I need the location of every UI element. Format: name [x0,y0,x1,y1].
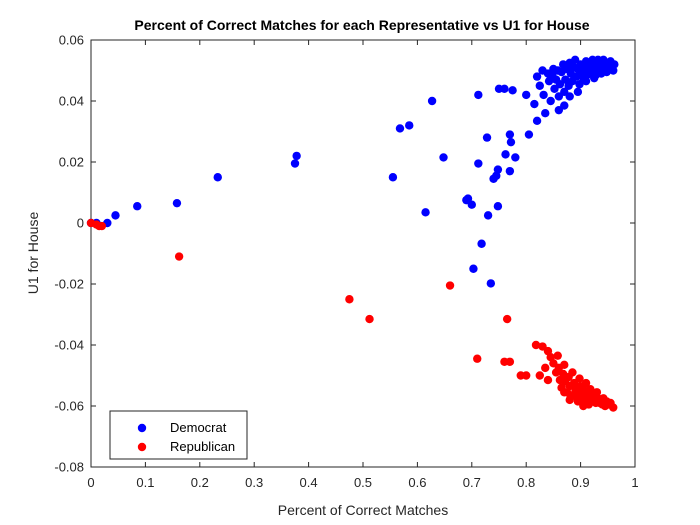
data-point-democrat [493,165,503,174]
y-axis-label: U1 for House [25,212,41,295]
data-point-democrat [501,150,510,159]
data-point-republican [565,395,574,405]
y-tick-label: -0.02 [54,277,84,292]
y-tick-label: -0.04 [54,338,84,353]
data-point-democrat [477,239,486,248]
data-point-democrat [581,76,591,86]
data-point-republican [575,374,584,383]
data-point-republican [97,221,107,231]
data-point-democrat [439,153,448,162]
legend: Democrat Republican [109,410,248,460]
chart-title: Percent of Correct Matches for each Repr… [134,17,589,33]
data-point-democrat [535,81,544,90]
x-tick-label: 0.7 [463,475,481,490]
data-point-republican [345,295,354,304]
data-point-republican [568,368,577,377]
data-point-democrat [493,202,503,211]
data-point-democrat [463,194,473,203]
data-point-republican [473,354,482,363]
data-point-democrat [467,200,476,209]
x-tick-label: 0.6 [408,475,426,490]
data-point-democrat [573,87,583,97]
data-point-democrat [532,72,542,81]
data-point-democrat [508,86,517,95]
data-point-democrat [532,116,542,126]
legend-marker-republican [137,442,147,452]
x-tick-label: 0.8 [517,475,535,490]
data-point-democrat [530,99,539,109]
data-point-republican [365,314,374,324]
x-tick-label: 0.5 [354,475,372,490]
data-point-democrat [500,84,509,94]
data-point-democrat [427,96,437,106]
data-point-democrat [474,90,483,100]
y-tick-label: 0.02 [59,155,84,170]
data-point-democrat [395,124,405,133]
legend-box [109,410,248,460]
data-point-republican [541,363,550,373]
data-point-democrat [565,92,574,101]
x-tick-label: 0.1 [136,475,154,490]
data-point-republican [522,371,531,380]
data-point-democrat [405,121,414,130]
data-point-democrat [421,208,430,217]
data-point-democrat [292,151,301,161]
data-point-republican [609,403,618,412]
legend-label-republican: Republican [170,439,235,454]
data-point-republican [531,340,541,350]
x-tick-label: 0.9 [572,475,590,490]
x-tick-label: 0.3 [245,475,263,490]
y-tick-label: 0 [77,216,84,231]
data-point-democrat [610,60,619,69]
data-point-democrat [505,166,515,176]
legend-label-democrat: Democrat [170,420,227,435]
y-tick-label: -0.06 [54,399,84,414]
data-point-democrat [522,90,531,100]
data-point-republican [584,400,593,409]
x-tick-label: 0.2 [191,475,209,490]
axis-ticks: 0 0.1 0.2 0.3 0.4 0.5 0.6 0.7 0.8 0.9 1 -0.08 -0.06 -… [54,33,638,491]
data-point-democrat [575,80,584,89]
data-point-democrat [469,264,478,273]
data-point-republican [502,314,512,324]
data-point-democrat [172,198,182,208]
data-point-republican [560,360,569,370]
y-tick-label: 0.04 [59,94,84,109]
data-point-democrat [482,133,492,142]
data-points [86,55,619,412]
data-point-democrat [590,73,599,83]
data-point-democrat [474,159,483,168]
data-point-republican [535,371,544,380]
legend-marker-democrat [137,423,147,433]
data-point-democrat [506,137,516,147]
data-point-republican [543,375,553,385]
data-point-republican [505,357,515,366]
y-tick-label: -0.08 [54,460,84,475]
data-point-democrat [546,96,555,106]
data-point-democrat [524,130,534,139]
data-point-democrat [505,130,515,139]
data-point-democrat [388,173,398,182]
data-point-republican [174,252,184,261]
data-point-democrat [133,202,142,211]
data-point-democrat [111,211,120,220]
data-point-democrat [511,153,520,162]
x-tick-label: 0.4 [300,475,318,490]
x-tick-label: 0 [87,475,94,490]
x-tick-label: 1 [631,475,638,490]
data-point-democrat [539,90,548,100]
data-point-republican [445,281,455,290]
data-point-democrat [541,109,550,118]
x-axis-label: Percent of Correct Matches [278,502,448,518]
data-point-republican [581,378,591,388]
data-point-republican [560,388,569,397]
data-point-democrat [483,211,493,220]
data-point-democrat [554,105,564,115]
data-point-republican [553,351,562,360]
data-point-democrat [213,173,222,182]
y-tick-label: 0.06 [59,33,84,48]
data-point-democrat [290,159,300,168]
data-point-democrat [486,279,496,288]
